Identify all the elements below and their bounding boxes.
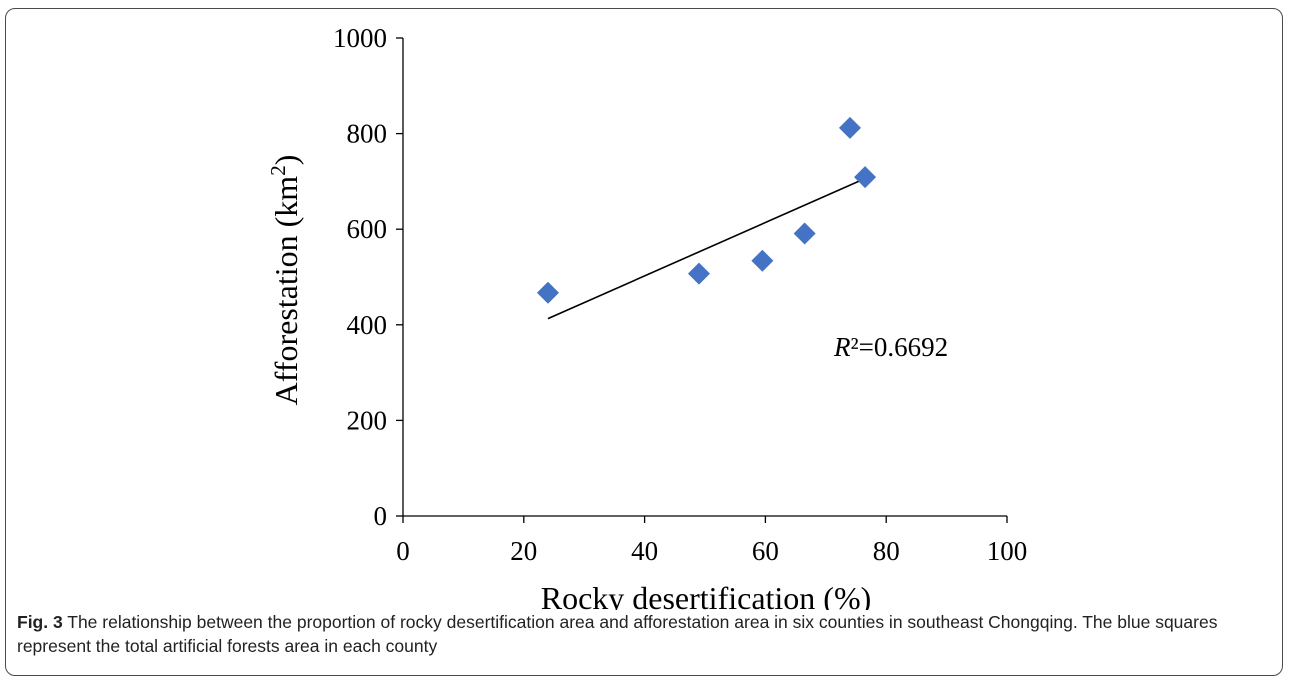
figure-frame xyxy=(5,8,1283,676)
x-tick-label: 0 xyxy=(396,536,410,566)
data-point-marker xyxy=(854,166,877,189)
caption-text: The relationship between the proportion … xyxy=(17,612,1218,656)
trendline xyxy=(547,177,866,320)
data-point-marker xyxy=(687,262,710,285)
x-axis-title: Rocky desertification (%) xyxy=(541,580,872,610)
data-points xyxy=(536,116,877,304)
y-axis-title: Afforestation (km2) xyxy=(266,155,304,406)
x-axis: 0 20 40 60 80 100 xyxy=(396,515,1028,566)
y-tick-label: 0 xyxy=(374,501,388,531)
x-tick-label: 60 xyxy=(752,536,779,566)
x-tick-label: 40 xyxy=(631,536,658,566)
data-point-marker xyxy=(536,281,559,304)
y-tick-label: 400 xyxy=(347,310,388,340)
caption-label: Fig. 3 xyxy=(17,612,63,632)
y-tick-label: 600 xyxy=(347,214,388,244)
data-point-marker xyxy=(838,116,861,139)
figure-caption: Fig. 3 The relationship between the prop… xyxy=(17,610,1267,658)
y-axis: 0 200 400 600 800 1000 xyxy=(333,23,404,531)
y-tick-label: 1000 xyxy=(333,23,387,53)
scatter-chart: 0 200 400 600 800 1000 0 20 40 60 80 100 Rocky des… xyxy=(266,23,1028,610)
x-tick-label: 80 xyxy=(873,536,900,566)
data-point-marker xyxy=(751,249,774,272)
r-squared-label: R²=0.6692 xyxy=(833,332,948,362)
y-tick-label: 200 xyxy=(347,405,388,435)
x-tick-label: 100 xyxy=(987,536,1028,566)
y-tick-label: 800 xyxy=(347,119,388,149)
x-tick-label: 20 xyxy=(510,536,537,566)
data-point-marker xyxy=(793,222,816,245)
